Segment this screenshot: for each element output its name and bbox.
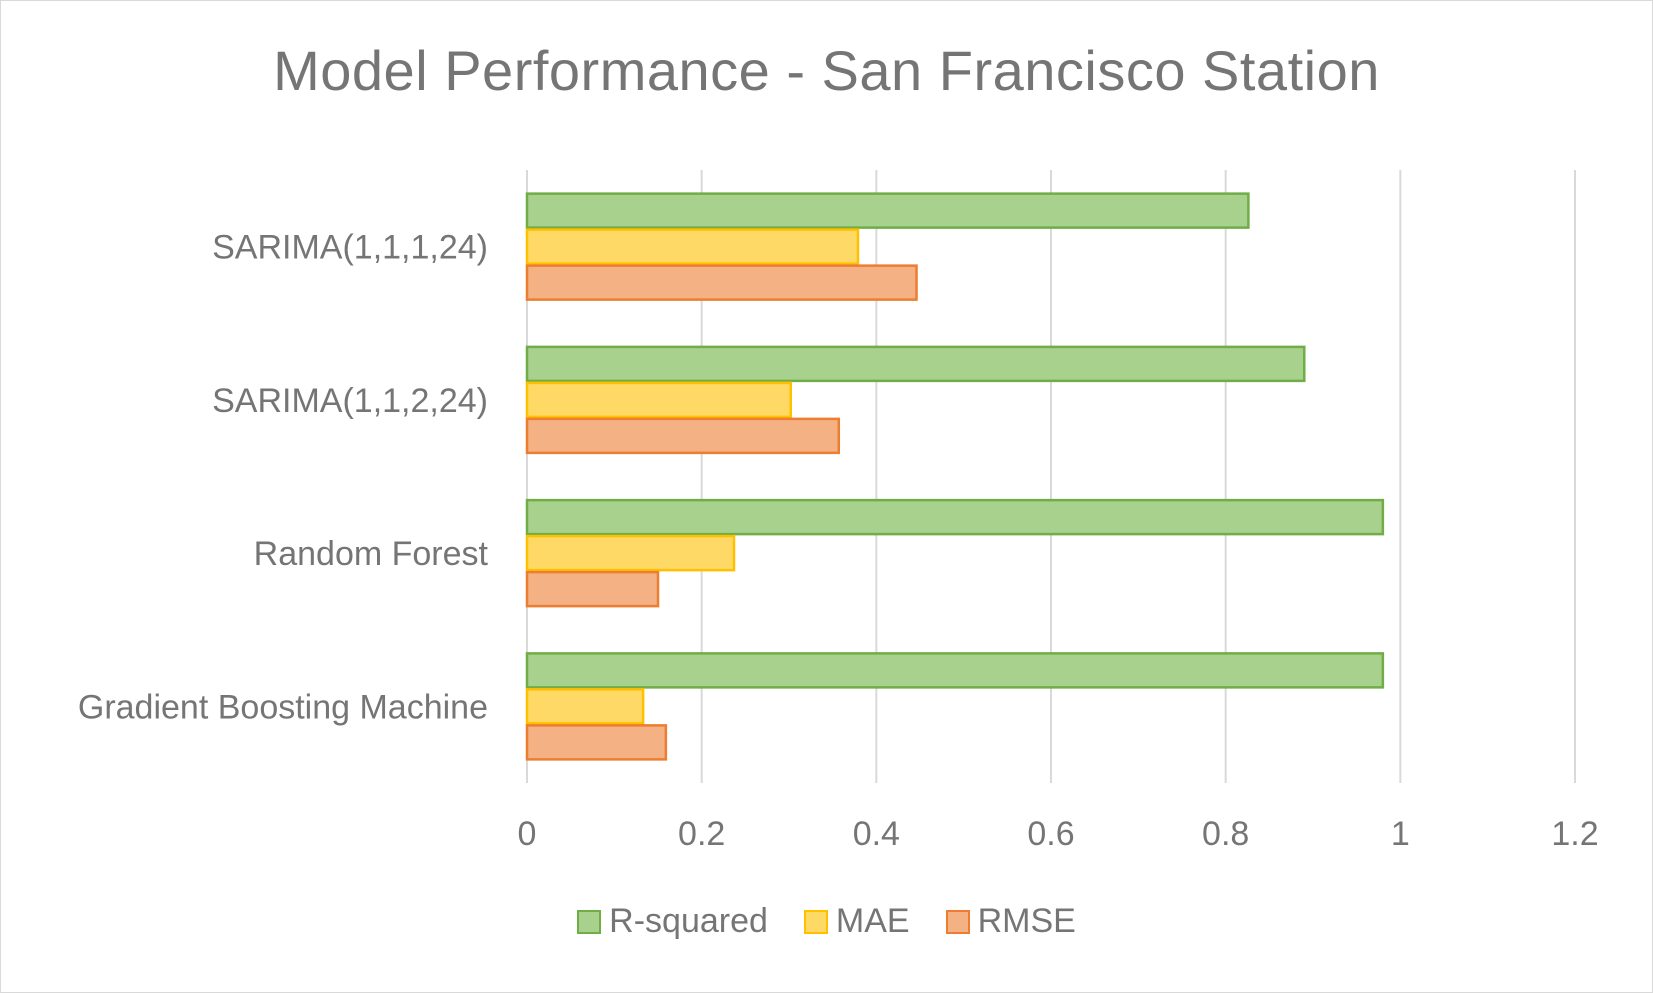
legend-item: MAE xyxy=(803,902,910,941)
chart-title: Model Performance - San Francisco Statio… xyxy=(273,39,1380,102)
legend-swatch xyxy=(945,909,970,934)
legend-swatch xyxy=(803,909,828,934)
category-label: SARIMA(1,1,2,24) xyxy=(212,382,488,420)
bar-mae-3 xyxy=(525,228,860,265)
category-labels: Gradient Boosting Machine Random Forest SA… xyxy=(78,229,489,727)
bar-mae-1 xyxy=(525,534,736,572)
bar-r-squared-0 xyxy=(525,652,1385,689)
bar-rmse-0 xyxy=(525,724,668,761)
bar-rmse-1 xyxy=(525,570,660,608)
legend-label: R-squared xyxy=(609,902,768,940)
x-tick-label: 0.2 xyxy=(678,815,725,853)
x-tick-labels: 0 0.2 0.4 0.6 0.8 1 1.2 xyxy=(518,815,1599,853)
bar-r-squared-3 xyxy=(525,192,1250,229)
category-label: SARIMA(1,1,1,24) xyxy=(212,229,488,267)
x-tick-label: 0.8 xyxy=(1202,815,1249,853)
bar-rmse-2 xyxy=(525,417,841,455)
bar-mae-2 xyxy=(525,381,792,419)
legend: R-squared MAE RMSE xyxy=(0,902,1653,941)
legend-swatch xyxy=(577,909,602,934)
bar-r-squared-2 xyxy=(525,345,1306,383)
x-tick-label: 1 xyxy=(1391,815,1410,853)
bar-rmse-3 xyxy=(525,264,918,301)
category-label: Gradient Boosting Machine xyxy=(78,688,488,726)
bar-mae-0 xyxy=(525,688,645,725)
x-tick-label: 0.6 xyxy=(1027,815,1074,853)
legend-item: R-squared xyxy=(577,902,768,941)
category-label: Random Forest xyxy=(254,535,489,573)
x-tick-label: 0 xyxy=(518,815,537,853)
legend-label: RMSE xyxy=(977,902,1076,940)
bar-r-squared-1 xyxy=(525,498,1385,536)
legend-label: MAE xyxy=(835,902,910,940)
x-tick-label: 1.2 xyxy=(1551,815,1598,853)
bars xyxy=(525,192,1385,761)
legend-item: RMSE xyxy=(945,902,1076,941)
x-tick-label: 0.4 xyxy=(853,815,900,853)
